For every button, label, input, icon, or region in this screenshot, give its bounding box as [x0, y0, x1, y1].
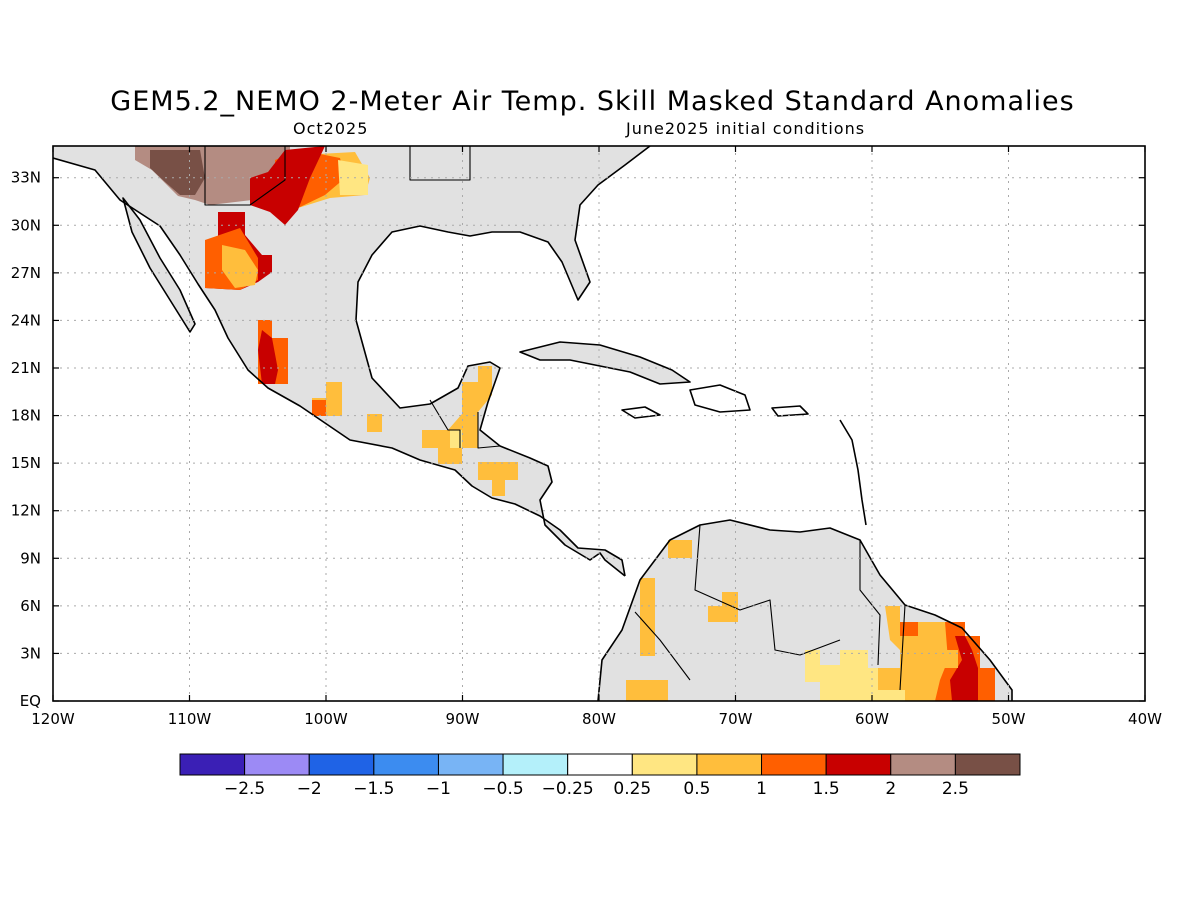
- legend-swatch: [567, 753, 633, 776]
- lat-tick-label: 12N: [11, 502, 41, 520]
- lat-tick-label: 9N: [20, 549, 41, 567]
- lat-tick-label: 33N: [11, 169, 41, 187]
- legend-label: −2.5: [224, 779, 265, 799]
- lat-tick-label: 21N: [11, 359, 41, 377]
- lat-tick-label: EQ: [20, 692, 41, 710]
- lat-tick-label: 27N: [11, 264, 41, 282]
- north-america-landmass: [53, 146, 650, 576]
- map-title: GEM5.2_NEMO 2-Meter Air Temp. Skill Mask…: [110, 86, 1075, 117]
- lon-tick-label: 120W: [31, 710, 75, 728]
- valid-month-label: Oct2025: [293, 119, 369, 138]
- anomaly-patch: [940, 650, 958, 668]
- legend-swatch: [761, 753, 827, 776]
- lon-tick-label: 40W: [1128, 710, 1162, 728]
- anomaly-patch: [668, 540, 692, 558]
- anomaly-patch: [422, 366, 492, 464]
- anomaly-patch: [150, 150, 205, 195]
- anomaly-patch: [338, 160, 368, 195]
- lesser-antilles: [839, 419, 867, 526]
- cuba-coast: [519, 341, 691, 385]
- anomaly-layer: [135, 146, 995, 701]
- legend-swatch: [825, 753, 892, 776]
- legend-label: −1: [426, 779, 451, 799]
- us-mexico-gulf-coast: [355, 146, 651, 577]
- coastline-layer: [53, 146, 1013, 701]
- legend-swatch: [696, 753, 763, 776]
- initial-conditions-label: June2025 initial conditions: [626, 119, 866, 138]
- legend-label: 0.5: [683, 779, 710, 799]
- anomaly-patch: [950, 636, 978, 701]
- anomaly-patch: [708, 592, 738, 622]
- legend-label: 0.25: [613, 779, 651, 799]
- legend-label: 2.5: [942, 779, 969, 799]
- lat-tick-label: 24N: [11, 311, 41, 329]
- mexico-pacific-coast: [53, 157, 626, 577]
- legend-swatch: [373, 753, 439, 776]
- anomaly-patch: [258, 330, 278, 384]
- latitude-axis: EQ 3N 6N 9N 12N 15N 18N 21N 24N 27N 30N 33N: [11, 169, 1145, 710]
- country-borders: [204, 146, 906, 691]
- lat-tick-label: 6N: [20, 597, 41, 615]
- lon-tick-label: 110W: [168, 710, 212, 728]
- color-legend: −2.5 −2 −1.5 −1 −0.5 −0.25 0.25 0.5 1 1.5 2 2.5: [179, 753, 1021, 799]
- lat-tick-label: 30N: [11, 216, 41, 234]
- anomaly-patch: [640, 578, 655, 656]
- hispaniola-coast: [689, 384, 751, 413]
- anomaly-patch: [250, 146, 325, 225]
- lat-tick-label: 18N: [11, 407, 41, 425]
- lon-tick-label: 100W: [304, 710, 348, 728]
- baja-coast: [122, 197, 196, 333]
- anomaly-patch: [900, 622, 918, 636]
- south-america-coast: [597, 519, 1013, 701]
- anomaly-patch: [478, 462, 518, 496]
- lon-tick-label: 70W: [719, 710, 753, 728]
- legend-swatch: [890, 753, 956, 776]
- anomaly-patch: [450, 430, 462, 448]
- longitude-axis: 120W 110W 100W 90W 80W 70W 60W 50W 40W: [31, 146, 1162, 728]
- anomaly-patch: [312, 400, 326, 416]
- anomaly-patch: [626, 680, 668, 701]
- anomaly-patch: [367, 414, 382, 432]
- legend-label: −0.5: [482, 779, 523, 799]
- jamaica-coast: [621, 406, 661, 419]
- graticule: [53, 146, 1145, 701]
- legend-label: 2: [885, 779, 896, 799]
- legend-swatch: [179, 753, 246, 776]
- legend-swatch: [631, 753, 698, 776]
- lon-tick-label: 90W: [446, 710, 480, 728]
- legend-label: −2: [297, 779, 322, 799]
- legend-swatch: [502, 753, 569, 776]
- legend-swatch: [244, 753, 310, 776]
- lat-tick-label: 15N: [11, 454, 41, 472]
- land-layer: [53, 146, 1012, 701]
- legend-swatch: [437, 753, 504, 776]
- baja-peninsula: [123, 198, 195, 332]
- puerto-rico-coast: [771, 405, 809, 417]
- legend-label: 1: [756, 779, 767, 799]
- lat-tick-label: 3N: [20, 644, 41, 662]
- cuba-island: [520, 342, 690, 384]
- lon-tick-label: 60W: [855, 710, 889, 728]
- legend-label: −1.5: [353, 779, 394, 799]
- legend-swatch: [308, 753, 375, 776]
- legend-label: −0.25: [542, 779, 594, 799]
- lon-tick-label: 80W: [582, 710, 616, 728]
- legend-label: 1.5: [813, 779, 840, 799]
- anomaly-patch: [222, 245, 258, 288]
- legend-swatch: [954, 753, 1021, 776]
- lon-tick-label: 50W: [992, 710, 1026, 728]
